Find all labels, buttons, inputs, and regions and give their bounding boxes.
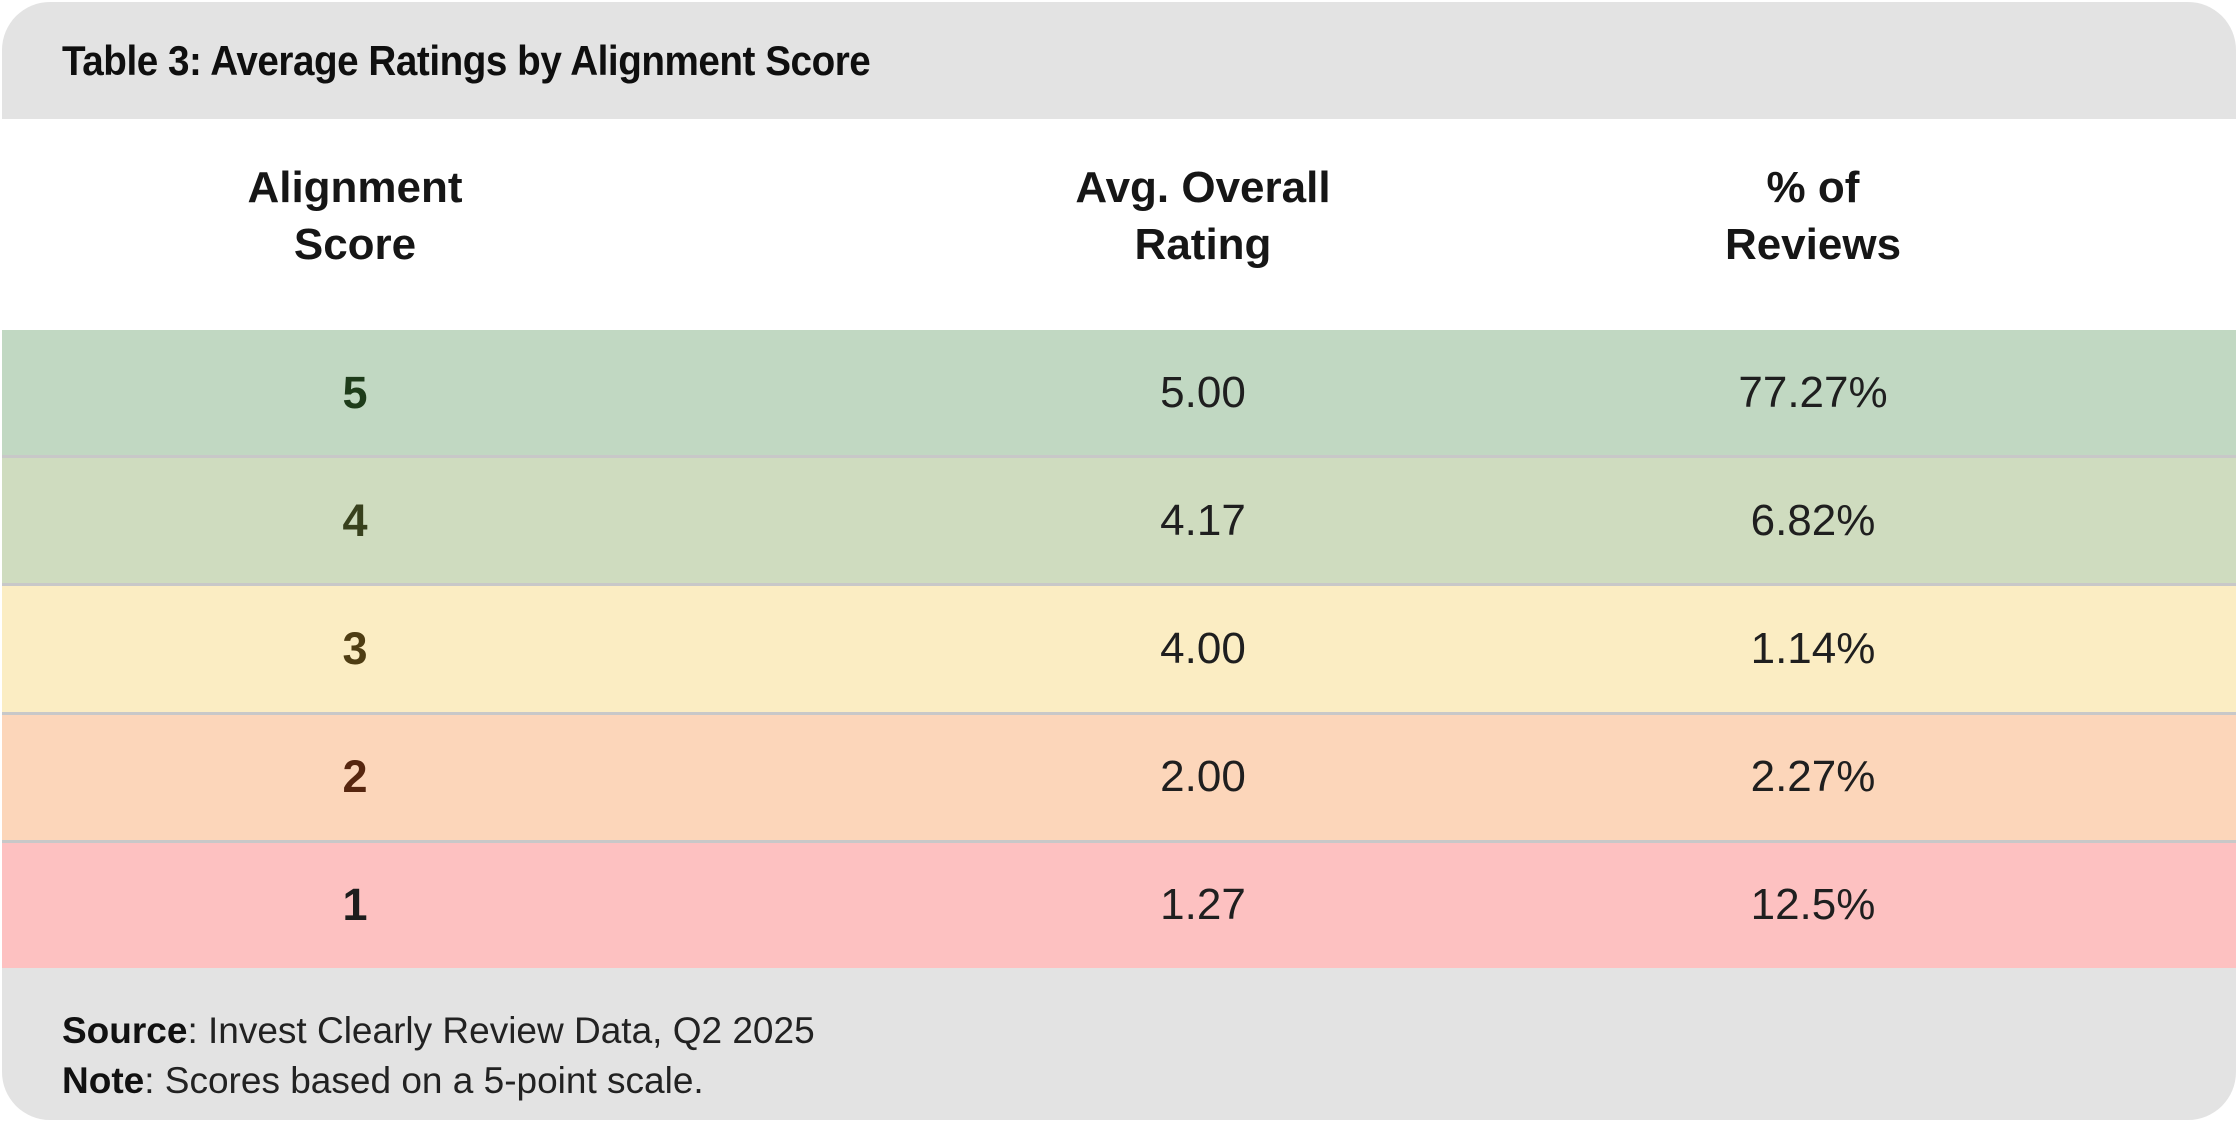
- cell-pct-reviews: 6.82%: [1750, 495, 1876, 545]
- table-title: Table 3: Average Ratings by Alignment Sc…: [62, 36, 871, 84]
- cell-pct-reviews: 1.14%: [1750, 624, 1876, 673]
- table-row-score-3: 3 4.00 1.14%: [2, 583, 2236, 712]
- cell-alignment-score: 3: [342, 623, 368, 674]
- header-cell-alignment-score: Alignment Score: [2, 159, 708, 273]
- table-row-score-4: 4 4.17 6.82%: [2, 455, 2236, 584]
- cell-alignment-score: 4: [342, 494, 368, 546]
- table-body: 5 5.00 77.27% 4 4.17 6.82% 3 4.00 1.14% …: [2, 330, 2236, 969]
- note-text: : Scores based on a 5-point scale.: [144, 1060, 704, 1101]
- header-line: Reviews: [1724, 219, 1902, 269]
- header-line: Alignment: [247, 162, 463, 212]
- cell-avg-rating: 4.00: [1160, 624, 1246, 673]
- cell-avg-rating: 1.27: [1160, 880, 1246, 930]
- table-footnotes: Source: Invest Clearly Review Data, Q2 2…: [2, 968, 2236, 1120]
- header-line: Avg. Overall: [1075, 162, 1331, 212]
- note-label: Note: [62, 1060, 145, 1101]
- table-header-row: Alignment Score Avg. Overall Rating % of…: [2, 119, 2236, 330]
- header-line: Rating: [1134, 219, 1272, 269]
- table-title-bar: Table 3: Average Ratings by Alignment Sc…: [2, 2, 2236, 119]
- cell-pct-reviews: 77.27%: [1738, 367, 1888, 417]
- table-row-score-5: 5 5.00 77.27%: [2, 330, 2236, 456]
- source-text: : Invest Clearly Review Data, Q2 2025: [187, 1010, 815, 1051]
- note-line: Note: Scores based on a 5-point scale.: [62, 1056, 2176, 1106]
- header-line: % of: [1766, 162, 1860, 212]
- cell-alignment-score: 1: [342, 879, 368, 931]
- source-line: Source: Invest Clearly Review Data, Q2 2…: [62, 1006, 2176, 1056]
- header-cell-pct-of-reviews: % of Reviews: [1698, 159, 1928, 273]
- source-label: Source: [62, 1010, 188, 1051]
- cell-avg-rating: 4.17: [1160, 495, 1246, 545]
- cell-pct-reviews: 2.27%: [1750, 752, 1876, 802]
- table-row-score-2: 2 2.00 2.27%: [2, 711, 2236, 840]
- table-row-score-1: 1 1.27 12.5%: [2, 839, 2236, 969]
- cell-alignment-score: 2: [342, 751, 368, 803]
- cell-avg-rating: 5.00: [1160, 367, 1246, 417]
- header-line: Score: [293, 219, 417, 269]
- cell-pct-reviews: 12.5%: [1750, 880, 1876, 930]
- cell-avg-rating: 2.00: [1160, 752, 1246, 802]
- header-cell-avg-overall-rating: Avg. Overall Rating: [708, 159, 1698, 273]
- cell-alignment-score: 5: [342, 366, 368, 418]
